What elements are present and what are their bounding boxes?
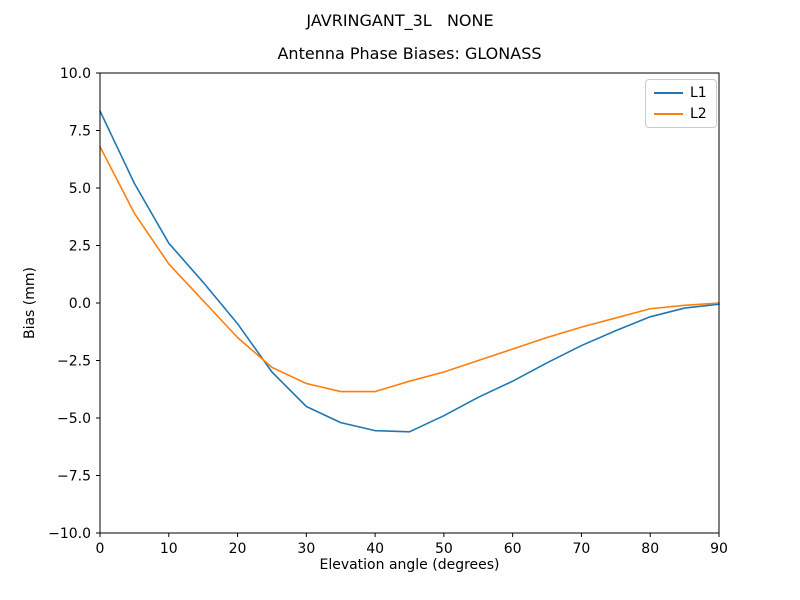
- series-line-l1: [99, 110, 720, 433]
- series-line-l2: [99, 145, 720, 393]
- y-tick-label: 0.0: [69, 296, 91, 312]
- y-tick-label: 5.0: [69, 181, 91, 197]
- y-tick-label: −5.0: [57, 411, 91, 427]
- y-tick-label: 10.0: [60, 66, 91, 82]
- legend-label-l1: L1: [690, 85, 707, 101]
- y-tick-label: −2.5: [57, 354, 91, 370]
- l2-line-swatch: [654, 113, 683, 115]
- x-tick-label: 70: [573, 541, 591, 557]
- x-tick-label: 50: [435, 541, 453, 557]
- x-tick-label: 0: [96, 541, 105, 557]
- x-tick-label: 90: [710, 541, 728, 557]
- x-tick-label: 60: [504, 541, 522, 557]
- x-tick-label: 10: [160, 541, 178, 557]
- legend-item-l2: L2: [654, 106, 707, 122]
- x-axis-label: Elevation angle (degrees): [319, 557, 500, 573]
- y-tick-label: 2.5: [69, 239, 91, 255]
- y-tick-label: −10.0: [48, 526, 91, 542]
- l1-line-swatch: [654, 92, 683, 94]
- figure-suptitle: JAVRINGANT_3L NONE: [306, 11, 494, 30]
- chart-title: Antenna Phase Biases: GLONASS: [277, 44, 542, 63]
- x-tick-label: 80: [641, 541, 659, 557]
- x-tick-label: 20: [229, 541, 247, 557]
- y-axis-label: Bias (mm): [22, 266, 38, 340]
- y-tick-label: −7.5: [57, 469, 91, 485]
- x-tick-label: 30: [297, 541, 315, 557]
- plot-frame: [99, 72, 720, 534]
- legend-item-l1: L1: [654, 85, 707, 101]
- x-tick-label: 40: [366, 541, 384, 557]
- y-tick-label: 7.5: [69, 124, 91, 140]
- legend: L1 L2: [645, 79, 717, 128]
- legend-label-l2: L2: [690, 106, 707, 122]
